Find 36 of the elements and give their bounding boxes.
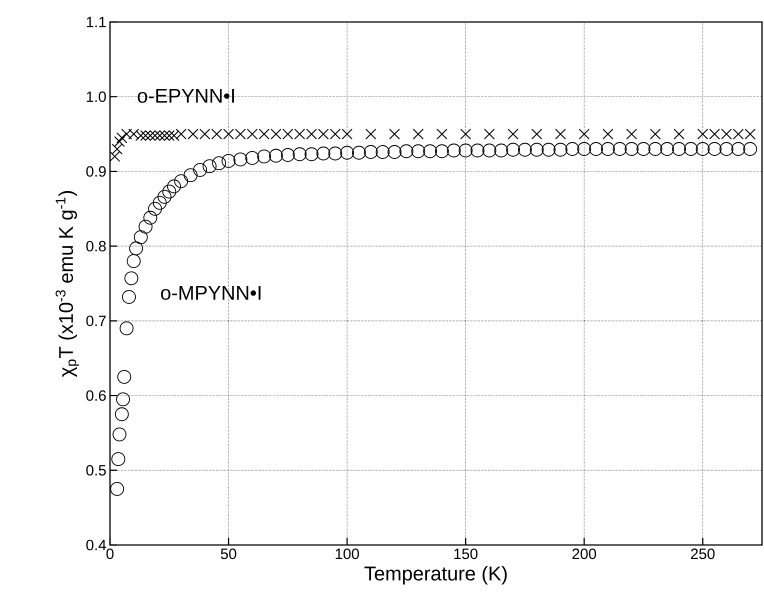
- x-axis-title: Temperature (K): [364, 566, 507, 585]
- y-tick-label: 0.6: [86, 390, 106, 401]
- point: [578, 128, 590, 140]
- point: [555, 128, 566, 140]
- series-label: o-EPYNN•I: [138, 88, 234, 103]
- y-tick-label: 0.4: [86, 540, 106, 550]
- y-tick-label: 0.5: [86, 464, 106, 476]
- point: [389, 128, 400, 140]
- point: [116, 132, 128, 144]
- point: [508, 128, 519, 140]
- point: [365, 128, 376, 140]
- x-tick-label: 150: [454, 548, 478, 560]
- point: [412, 128, 424, 140]
- x-tick-label: 0: [106, 548, 114, 560]
- point: [626, 128, 638, 140]
- point: [460, 128, 472, 140]
- point: [114, 136, 125, 147]
- point: [109, 151, 120, 162]
- x-tick-label: 200: [572, 548, 596, 560]
- x-tick-label: 250: [691, 548, 715, 560]
- point: [602, 128, 614, 140]
- point: [674, 128, 684, 140]
- point: [650, 128, 661, 140]
- y-tick-label: 0.9: [86, 166, 106, 177]
- point: [531, 128, 542, 140]
- y-axis-title: χ$_{p}$T (x10$^{-3}$ emu K g$^{-1}$): [56, 191, 79, 377]
- y-tick-label: 1.1: [86, 16, 106, 28]
- x-tick-label: 100: [336, 548, 359, 560]
- point: [112, 144, 123, 154]
- point: [484, 128, 495, 140]
- y-tick-label: 1.0: [86, 91, 106, 102]
- y-tick-label: 0.8: [86, 240, 106, 252]
- x-tick-label: 50: [220, 548, 236, 560]
- y-tick-label: 0.7: [86, 316, 106, 326]
- point: [436, 128, 448, 140]
- series-label: o-MPYNN•I: [161, 286, 261, 300]
